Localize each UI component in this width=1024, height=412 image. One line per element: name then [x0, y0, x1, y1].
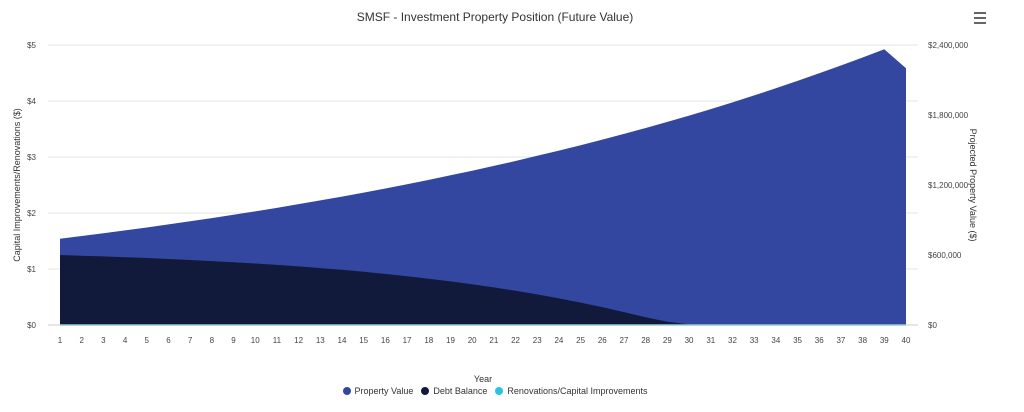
right-axis-tick-label: $0 — [928, 321, 937, 330]
left-axis-tick-label: $0 — [27, 321, 36, 330]
x-axis-tick-label: 29 — [663, 336, 672, 345]
x-axis-tick-label: 35 — [793, 336, 802, 345]
x-axis-tick-label: 38 — [858, 336, 867, 345]
x-axis-tick-label: 12 — [294, 336, 303, 345]
legend-marker-icon — [342, 387, 351, 395]
series-area-debt-balance — [60, 255, 906, 325]
x-axis-tick-label: 32 — [728, 336, 737, 345]
x-axis-tick-label: 18 — [424, 336, 433, 345]
x-axis-tick-label: 4 — [123, 336, 128, 345]
legend-item[interactable]: Property Value — [342, 386, 414, 396]
left-axis-tick-label: $1 — [27, 265, 36, 274]
x-axis-tick-label: 30 — [685, 336, 694, 345]
legend-label: Renovations/Capital Improvements — [507, 386, 648, 396]
x-axis-tick-label: 20 — [468, 336, 477, 345]
x-axis-tick-label: 16 — [381, 336, 390, 345]
x-axis-tick-label: 25 — [576, 336, 585, 345]
left-axis-tick-label: $4 — [27, 97, 36, 106]
x-axis-tick-label: 9 — [231, 336, 236, 345]
x-axis-tick-label: 3 — [101, 336, 106, 345]
x-axis-tick-label: 26 — [598, 336, 607, 345]
right-axis-tick-label: $1,200,000 — [928, 181, 969, 190]
x-axis-tick-label: 15 — [359, 336, 368, 345]
x-axis-tick-label: 1 — [58, 336, 63, 345]
legend-label: Property Value — [354, 386, 414, 396]
legend-item[interactable]: Debt Balance — [421, 386, 487, 396]
x-axis-tick-label: 2 — [79, 336, 84, 345]
x-axis-tick-label: 13 — [316, 336, 325, 345]
x-axis-tick-label: 11 — [273, 336, 282, 345]
x-axis-tick-label: 6 — [166, 336, 171, 345]
x-axis-tick-label: 36 — [815, 336, 824, 345]
x-axis-tick-label: 8 — [210, 336, 215, 345]
left-axis-title: Capital Improvements/Renovations ($) — [12, 108, 22, 262]
legend-label: Debt Balance — [433, 386, 488, 396]
x-axis-tick-label: 37 — [836, 336, 845, 345]
left-axis-tick-label: $2 — [27, 209, 36, 218]
x-axis-tick-label: 34 — [771, 336, 780, 345]
x-axis-title: Year — [474, 374, 492, 384]
x-axis-tick-label: 19 — [446, 336, 455, 345]
legend-marker-icon — [495, 387, 504, 395]
x-axis-tick-label: 7 — [188, 336, 193, 345]
chart-title: SMSF - Investment Property Position (Fut… — [356, 10, 634, 24]
x-axis-tick-label: 14 — [338, 336, 347, 345]
legend-marker-icon — [421, 387, 430, 395]
right-axis-tick-label: $1,800,000 — [928, 111, 969, 120]
x-axis-tick-label: 33 — [750, 336, 759, 345]
x-axis-tick-label: 17 — [403, 336, 412, 345]
x-axis-tick-label: 27 — [620, 336, 629, 345]
x-axis-tick-label: 5 — [145, 336, 150, 345]
x-axis-tick-label: 10 — [251, 336, 260, 345]
x-axis-tick-label: 28 — [641, 336, 650, 345]
right-axis-title: Projected Property Value ($) — [968, 129, 978, 242]
legend-item[interactable]: Renovations/Capital Improvements — [495, 386, 648, 396]
left-axis-tick-label: $5 — [27, 41, 36, 50]
x-axis-tick-label: 31 — [706, 336, 715, 345]
x-axis-tick-label: 21 — [489, 336, 498, 345]
left-axis-tick-label: $3 — [27, 153, 36, 162]
x-axis-tick-label: 40 — [902, 336, 911, 345]
chart-legend: Property Value Debt Balance Renovations/Ca… — [0, 386, 990, 397]
right-axis-tick-label: $2,400,000 — [928, 41, 969, 50]
x-axis-tick-label: 22 — [511, 336, 520, 345]
x-axis-tick-label: 24 — [554, 336, 563, 345]
right-axis-tick-label: $600,000 — [928, 251, 962, 260]
x-axis-tick-label: 39 — [880, 336, 889, 345]
series-area-property-value — [60, 49, 906, 325]
x-axis-tick-label: 23 — [533, 336, 542, 345]
hamburger-menu-icon[interactable] — [972, 12, 990, 26]
